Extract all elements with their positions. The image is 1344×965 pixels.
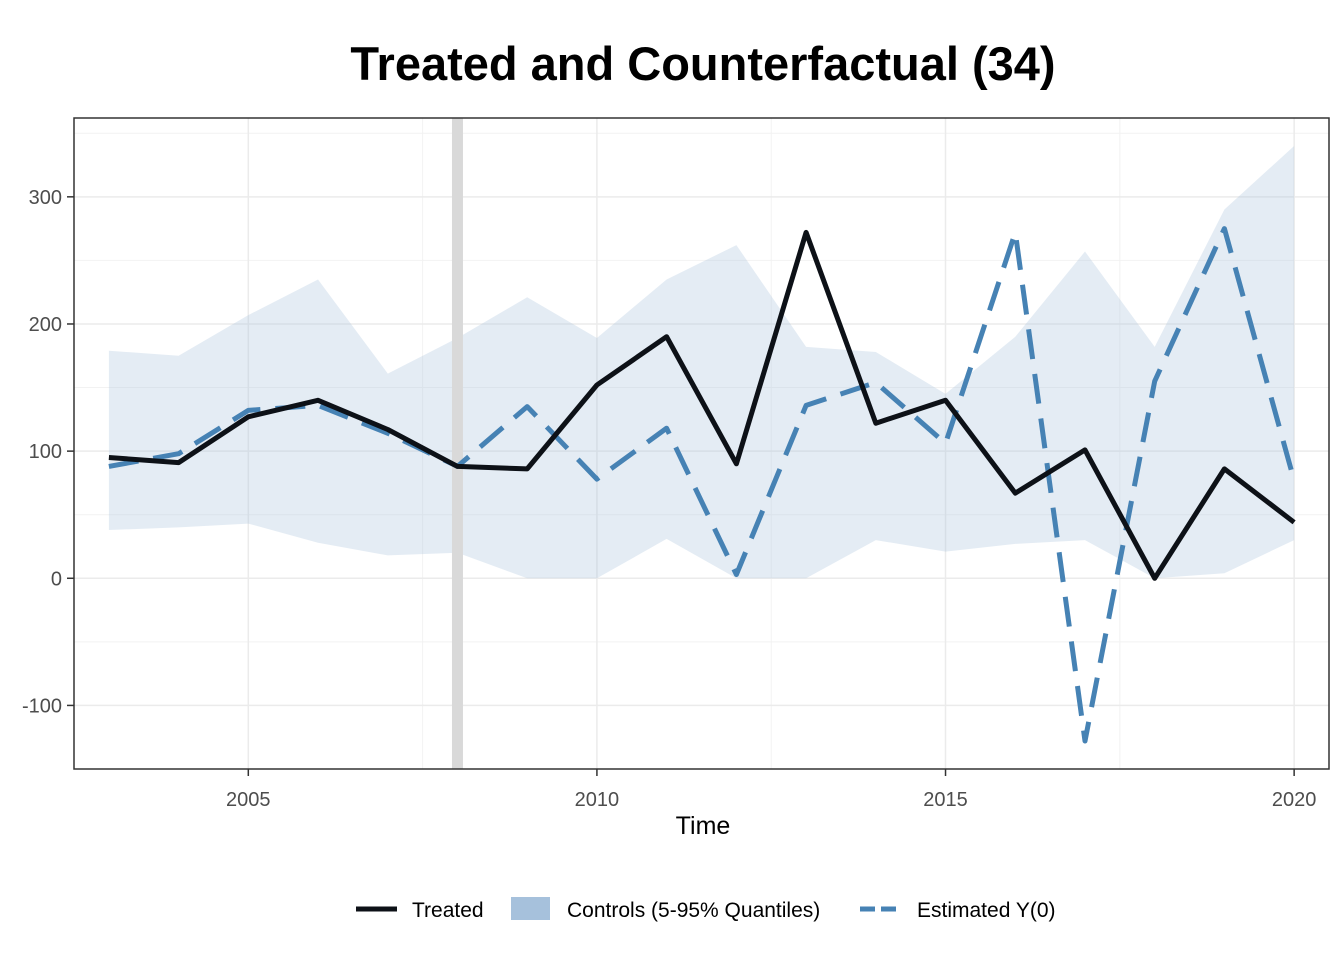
panel-border — [73, 117, 1330, 770]
legend-label-estimated-y-0: Estimated Y(0) — [917, 899, 1056, 922]
legend: Treated Controls (5-95% Quantiles) Estimat… — [356, 897, 1056, 922]
y-tick-label: -100 — [22, 695, 62, 717]
legend-label-treated: Treated — [412, 899, 484, 922]
controls-band-area — [108, 146, 1295, 579]
legend-key-controls-5-95-quantiles — [511, 897, 550, 920]
x-tick-label: 2010 — [575, 789, 620, 811]
y-tick-label: 0 — [51, 568, 62, 590]
y-tick-label: 100 — [29, 441, 62, 463]
x-axis: 2005 2010 2015 2020 — [226, 769, 1316, 811]
y-tick-label: 300 — [29, 187, 62, 209]
panel-grid — [74, 118, 1329, 769]
x-tick-label: 2015 — [923, 789, 968, 811]
series-line-estimated-y-0 — [108, 226, 1297, 744]
chart-title: Treated and Counterfactual (34) — [350, 37, 1055, 90]
y-tick-label: 200 — [29, 314, 62, 336]
series-line-treated — [108, 229, 1296, 581]
x-tick-label: 2005 — [226, 789, 271, 811]
x-axis-title: Time — [676, 812, 731, 840]
controls-band — [108, 146, 1295, 579]
y-axis: -100 0 100 200 300 — [22, 187, 74, 717]
series-lines — [108, 226, 1297, 744]
legend-label-controls-5-95-quantiles: Controls (5-95% Quantiles) — [567, 899, 820, 922]
x-tick-label: 2020 — [1272, 789, 1317, 811]
